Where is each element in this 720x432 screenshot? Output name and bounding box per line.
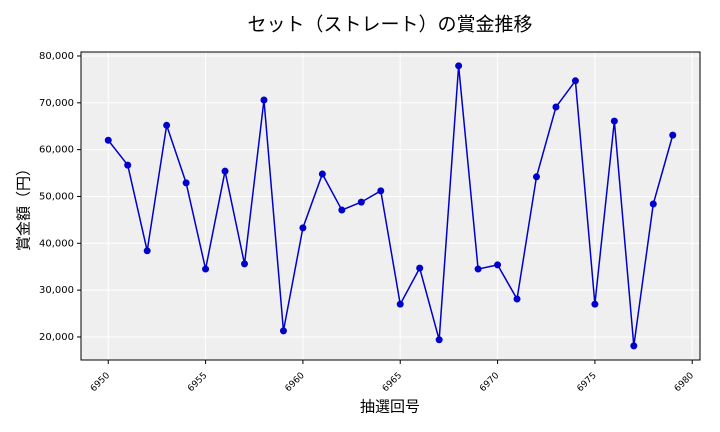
line bbox=[107, 65, 674, 346]
chart-title: セット（ストレート）の賞金推移 bbox=[247, 14, 532, 36]
point bbox=[494, 261, 502, 269]
point bbox=[474, 265, 482, 273]
point bbox=[318, 170, 326, 178]
point bbox=[610, 117, 618, 125]
point bbox=[630, 342, 638, 350]
x-tick-label: 6975 bbox=[576, 371, 599, 394]
point bbox=[241, 260, 249, 268]
plot-area bbox=[81, 52, 700, 360]
y-axis-label: 賞金額（円） bbox=[15, 161, 33, 251]
point bbox=[104, 136, 112, 144]
point bbox=[591, 300, 599, 308]
point bbox=[124, 161, 132, 169]
point bbox=[416, 264, 424, 272]
point bbox=[260, 96, 268, 104]
point bbox=[202, 265, 210, 273]
x-tick-label: 6950 bbox=[89, 371, 112, 394]
y-tick-label: 20,000 bbox=[39, 332, 74, 343]
point bbox=[377, 187, 385, 195]
y-tick-label: 70,000 bbox=[39, 98, 74, 109]
y-tick-label: 50,000 bbox=[39, 191, 74, 202]
y-tick-label: 80,000 bbox=[39, 51, 74, 62]
x-tick-label: 6960 bbox=[284, 371, 307, 394]
point bbox=[532, 173, 540, 181]
point bbox=[649, 200, 657, 208]
point bbox=[571, 77, 579, 85]
y-tick-label: 40,000 bbox=[39, 238, 74, 249]
point bbox=[182, 179, 190, 187]
x-tick-label: 6970 bbox=[478, 371, 501, 394]
plot-frame bbox=[80, 51, 701, 361]
x-axis-label: 抽選回号 bbox=[360, 398, 420, 416]
point bbox=[143, 247, 151, 255]
y-tick-label: 60,000 bbox=[39, 145, 74, 156]
point bbox=[435, 336, 443, 344]
point bbox=[552, 103, 560, 111]
point bbox=[669, 131, 677, 139]
point bbox=[221, 167, 229, 175]
point bbox=[455, 62, 463, 70]
point bbox=[396, 300, 404, 308]
point bbox=[338, 206, 346, 214]
x-tick-label: 6965 bbox=[381, 371, 404, 394]
point bbox=[163, 121, 171, 129]
point bbox=[279, 327, 287, 335]
x-tick-label: 6980 bbox=[673, 371, 696, 394]
point bbox=[299, 224, 307, 232]
y-tick-label: 30,000 bbox=[39, 285, 74, 296]
point bbox=[513, 295, 521, 303]
x-tick-label: 6955 bbox=[186, 371, 209, 394]
point bbox=[357, 198, 365, 206]
